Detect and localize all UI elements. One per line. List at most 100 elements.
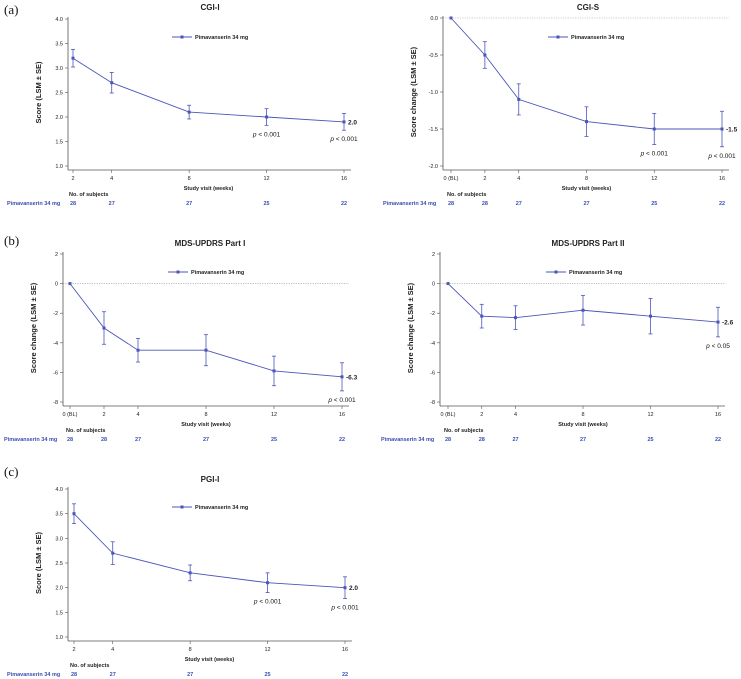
x-tick-label: 16 (715, 412, 721, 418)
subject-count: 22 (339, 437, 345, 443)
subject-count: 28 (71, 672, 77, 678)
p-value-annotation: p < 0.001 (252, 131, 281, 138)
subject-count: 25 (651, 201, 657, 207)
panel-label-b: (b) (4, 233, 19, 248)
subject-count: 27 (203, 437, 209, 443)
y-tick-label: 1.0 (55, 635, 63, 641)
subjects-header: No. of subjects (447, 192, 486, 198)
subjects-row-label: Pimavanserin 34 mg (381, 437, 434, 443)
legend-label: Pimavanserin 34 mg (195, 35, 248, 41)
y-axis-label: Score change (LSM ± SE) (29, 282, 38, 373)
data-point (72, 512, 76, 516)
x-tick-label: 16 (341, 176, 347, 182)
legend-marker (176, 270, 180, 274)
x-tick-label: 2 (71, 176, 74, 182)
subject-count: 28 (479, 437, 485, 443)
series-line (69, 283, 343, 378)
y-tick-label: 3.0 (55, 66, 63, 72)
x-tick-label: 8 (581, 412, 584, 418)
y-tick-label: -2 (430, 311, 435, 317)
y-tick-label: 3.5 (55, 512, 63, 518)
subject-count: 25 (271, 437, 277, 443)
subjects-row-label: Pimavanserin 34 mg (7, 201, 60, 207)
y-tick-label: 0.0 (430, 16, 438, 22)
x-tick-label: 2 (102, 412, 105, 418)
x-tick-label: 12 (265, 647, 271, 653)
x-tick-label: 8 (189, 647, 192, 653)
subjects-row-label: Pimavanserin 34 mg (4, 437, 57, 443)
subject-count: 22 (719, 201, 725, 207)
x-tick-label: 16 (339, 412, 345, 418)
subject-count: 27 (580, 437, 586, 443)
data-point (265, 115, 269, 119)
y-tick-label: 3.5 (55, 42, 63, 48)
x-tick-label: 8 (204, 412, 207, 418)
series-line (447, 283, 719, 323)
subjects-header: No. of subjects (69, 192, 108, 198)
x-tick-label: 12 (647, 412, 653, 418)
data-point (68, 282, 72, 286)
subject-count: 27 (110, 672, 116, 678)
data-point (136, 348, 140, 352)
y-tick-label: -6 (53, 370, 58, 376)
subject-count: 27 (512, 437, 518, 443)
y-tick-label: -1.0 (429, 90, 438, 96)
legend-marker (180, 35, 184, 39)
legend-label: Pimavanserin 34 mg (191, 270, 244, 276)
data-point (446, 282, 450, 286)
subject-count: 28 (67, 437, 73, 443)
end-value-label: -2.6 (722, 320, 734, 327)
y-tick-label: -1.5 (429, 127, 438, 133)
y-tick-label: 1.0 (55, 164, 63, 170)
x-tick-label: 12 (271, 412, 277, 418)
data-point (102, 326, 106, 330)
x-axis-label: Study visit (weeks) (181, 422, 231, 428)
x-tick-label: 16 (719, 176, 725, 182)
x-tick-label: 12 (264, 176, 270, 182)
data-point (720, 127, 724, 131)
x-tick-label: 4 (110, 176, 113, 182)
x-tick-label: 0 (BL) (63, 412, 78, 418)
panel-label-a: (a) (4, 2, 18, 17)
subjects-header: No. of subjects (444, 428, 483, 434)
data-point (716, 320, 720, 324)
y-axis-label: Score change (LSM ± SE) (409, 46, 418, 137)
x-tick-label: 4 (136, 412, 139, 418)
subject-count: 22 (341, 201, 347, 207)
x-tick-label: 4 (514, 412, 517, 418)
p-value-annotation: p < 0.001 (707, 153, 736, 160)
data-point (649, 314, 652, 318)
data-point (480, 314, 484, 318)
x-axis-label: Study visit (weeks) (562, 186, 612, 192)
y-tick-label: 2.0 (55, 115, 63, 121)
subject-count: 28 (445, 437, 451, 443)
y-tick-label: 2.5 (55, 91, 63, 97)
x-tick-label: 16 (342, 647, 348, 653)
data-point (652, 127, 656, 131)
data-point (483, 53, 487, 57)
subject-count: 27 (109, 201, 115, 207)
y-tick-label: -0.5 (429, 53, 438, 59)
y-tick-label: -8 (53, 400, 58, 406)
subject-count: 27 (135, 437, 141, 443)
y-tick-label: 1.5 (55, 140, 63, 146)
subjects-row-label: Pimavanserin 34 mg (7, 672, 60, 678)
legend-label: Pimavanserin 34 mg (569, 270, 622, 276)
x-tick-label: 0 (BL) (444, 176, 459, 182)
y-axis-label: Score change (LSM ± SE) (406, 282, 415, 373)
chart-title: MDS-UPDRS Part II (552, 239, 625, 248)
data-point (110, 81, 114, 85)
subject-count: 27 (516, 201, 522, 207)
chart-title: CGI-S (577, 3, 600, 12)
x-tick-label: 4 (517, 176, 520, 182)
legend-label: Pimavanserin 34 mg (195, 505, 248, 511)
p-value-annotation: p < 0.001 (253, 599, 282, 606)
data-point (581, 308, 585, 312)
p-value-annotation: p < 0.001 (327, 397, 356, 404)
subjects-row-label: Pimavanserin 34 mg (383, 201, 436, 207)
x-tick-label: 2 (483, 176, 486, 182)
chart-title: MDS-UPDRS Part I (175, 239, 246, 248)
series-line (72, 57, 345, 123)
y-tick-label: 2.5 (55, 561, 63, 567)
